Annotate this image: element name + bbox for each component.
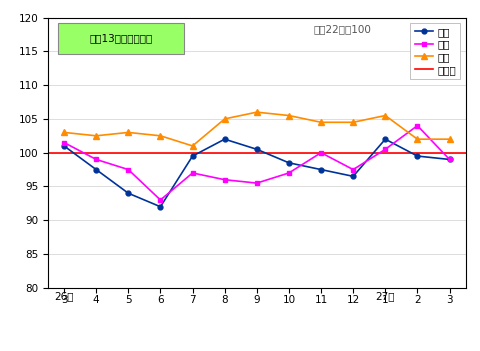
出荷: [190, 171, 195, 175]
在庫: [254, 110, 260, 114]
出荷: [125, 167, 131, 172]
Text: 26年: 26年: [54, 291, 74, 301]
出荷: [254, 181, 260, 185]
出荷: [447, 157, 453, 161]
Line: 在庫: 在庫: [61, 109, 453, 149]
出荷: [383, 147, 388, 151]
出荷: [350, 167, 356, 172]
在庫: [415, 137, 420, 141]
在庫: [93, 134, 99, 138]
在庫: [190, 144, 195, 148]
出荷: [61, 140, 67, 145]
基準値: [61, 151, 67, 155]
基準値: [93, 151, 99, 155]
生産: [93, 167, 99, 172]
生産: [447, 157, 453, 161]
出荷: [318, 151, 324, 155]
生産: [286, 161, 292, 165]
在庫: [157, 134, 163, 138]
Text: 27年: 27年: [375, 291, 395, 301]
Text: 最近13か月間の動き: 最近13か月間の動き: [89, 34, 153, 44]
生産: [383, 137, 388, 141]
在庫: [125, 130, 131, 134]
生産: [190, 154, 195, 158]
Line: 生産: 生産: [61, 137, 452, 209]
生産: [222, 137, 228, 141]
生産: [415, 154, 420, 158]
生産: [254, 147, 260, 151]
生産: [318, 167, 324, 172]
在庫: [383, 113, 388, 118]
出荷: [157, 198, 163, 202]
生産: [157, 205, 163, 209]
在庫: [447, 137, 453, 141]
出荷: [93, 157, 99, 161]
在庫: [350, 120, 356, 124]
FancyBboxPatch shape: [59, 23, 184, 54]
Line: 出荷: 出荷: [61, 123, 452, 203]
在庫: [222, 117, 228, 121]
Text: 平成22年＝100: 平成22年＝100: [313, 24, 371, 34]
在庫: [318, 120, 324, 124]
在庫: [286, 113, 292, 118]
出荷: [286, 171, 292, 175]
出荷: [222, 178, 228, 182]
生産: [125, 191, 131, 195]
生産: [61, 144, 67, 148]
出荷: [415, 124, 420, 128]
Legend: 生産, 出荷, 在庫, 基準値: 生産, 出荷, 在庫, 基準値: [410, 23, 460, 79]
生産: [350, 174, 356, 178]
在庫: [61, 130, 67, 134]
